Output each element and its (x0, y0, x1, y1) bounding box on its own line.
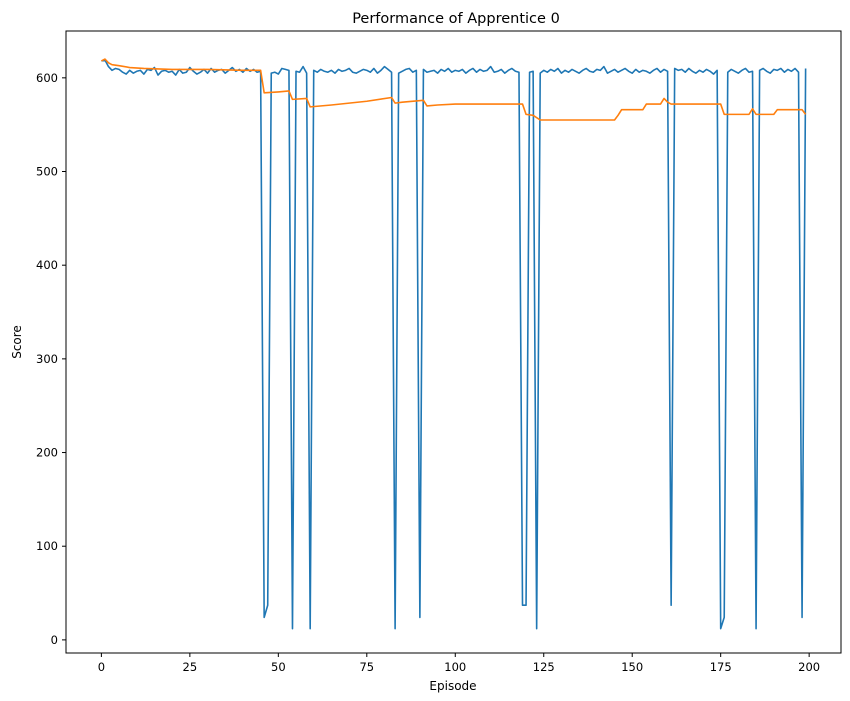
x-tick-label: 25 (183, 660, 198, 674)
y-tick-label: 100 (36, 539, 58, 553)
plot-area-frame (65, 30, 842, 654)
chart-title: Performance of Apprentice 0 (352, 11, 560, 27)
x-tick-label: 50 (271, 660, 286, 674)
x-tick-label: 175 (710, 660, 732, 674)
x-tick-label: 0 (98, 660, 105, 674)
y-tick-label: 500 (36, 165, 58, 179)
y-tick-label: 400 (36, 258, 58, 272)
y-axis-label: Score (10, 325, 24, 359)
x-axis-label: Episode (429, 679, 476, 693)
y-axis: 0 100 200 300 400 500 600 (36, 71, 66, 647)
y-tick-label: 300 (36, 352, 58, 366)
series-line-0 (101, 59, 807, 630)
x-tick-label: 100 (444, 660, 466, 674)
x-tick-label: 125 (533, 660, 555, 674)
y-tick-label: 600 (36, 71, 58, 85)
y-tick-label: 0 (51, 633, 58, 647)
series-line-1 (101, 58, 807, 121)
x-tick-label: 150 (621, 660, 643, 674)
x-axis: 0 25 50 75 100 125 150 175 200 (98, 653, 820, 674)
x-tick-label: 75 (359, 660, 374, 674)
x-tick-label: 200 (798, 660, 820, 674)
y-tick-label: 200 (36, 446, 58, 460)
series-group (101, 58, 807, 630)
